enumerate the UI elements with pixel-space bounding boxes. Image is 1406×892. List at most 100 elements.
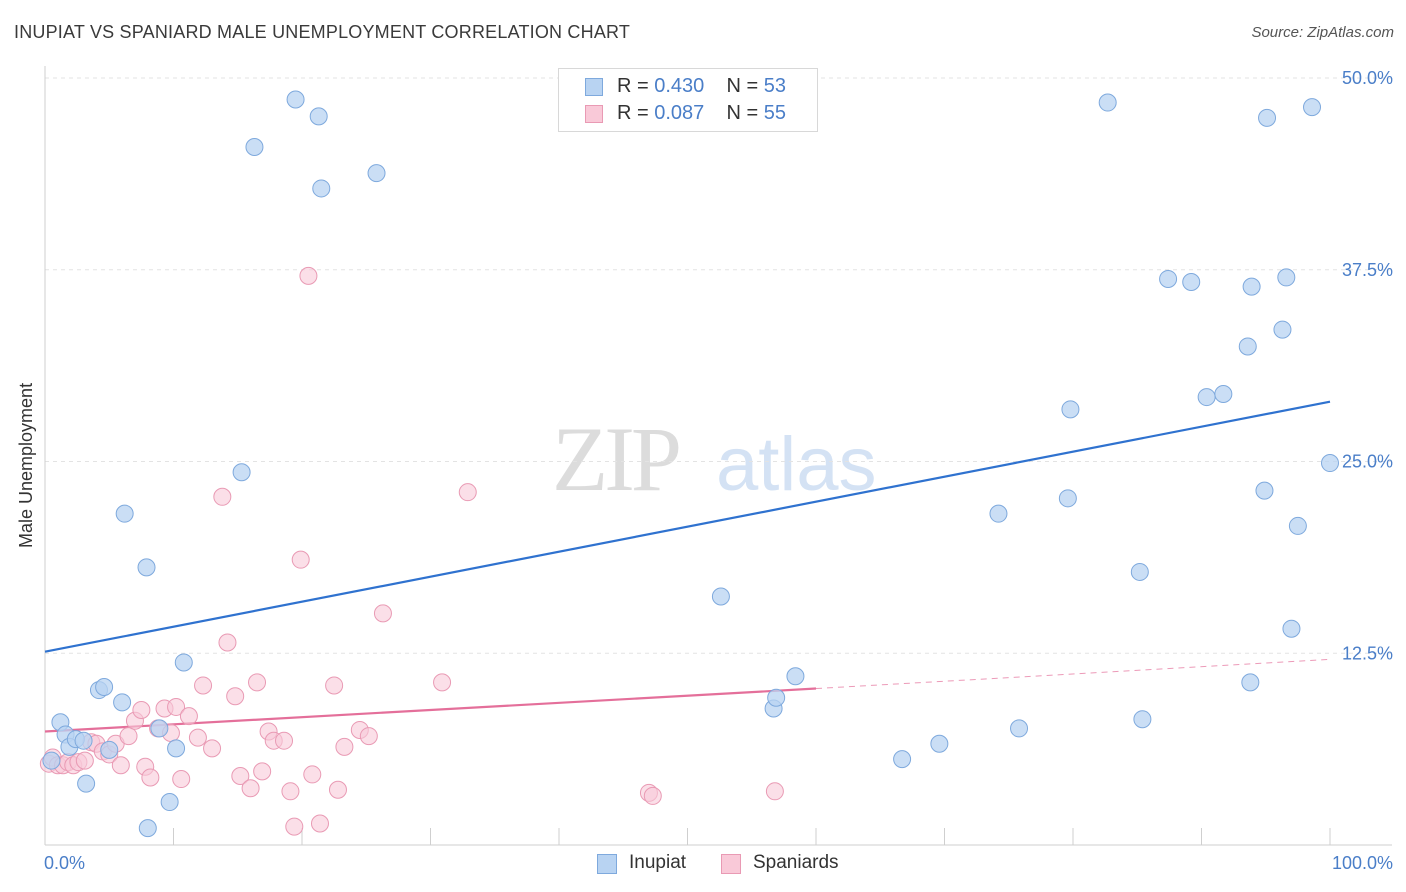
x-tick-label: 100.0% [1332, 853, 1393, 873]
inupiat-point [1255, 481, 1274, 500]
r-value: 0.087 [654, 102, 705, 124]
spaniards-point [299, 266, 318, 285]
stats-legend: R = 0.430 N = 53 R = 0.087 N = 55 [558, 68, 818, 132]
inupiat-point [1303, 98, 1322, 117]
inupiat-point [1133, 710, 1152, 729]
inupiat-point [115, 504, 134, 523]
inupiat-point [1282, 619, 1301, 638]
inupiat-point [312, 179, 331, 198]
r-label: R = [617, 75, 655, 97]
inupiat-point [1241, 673, 1260, 692]
chart-title: INUPIAT VS SPANIARD MALE UNEMPLOYMENT CO… [14, 22, 631, 42]
spaniards-point [359, 727, 378, 746]
spaniards-point [179, 707, 198, 726]
spaniards-point [111, 756, 130, 775]
spaniards-trend-line [44, 687, 817, 733]
y-tick-label: 50.0% [1342, 68, 1393, 88]
spaniards-point [310, 814, 329, 833]
spaniards-point [132, 701, 151, 720]
spaniards-point [275, 731, 294, 750]
inupiat-point [245, 138, 264, 157]
n-value: 53 [763, 75, 787, 97]
inupiat-point [232, 463, 251, 482]
spaniards-point [643, 786, 662, 805]
spaniards-point [241, 779, 260, 798]
spaniards-point [194, 676, 213, 695]
inupiat-point [77, 774, 96, 793]
spaniards-point [291, 550, 310, 569]
spaniards-point [119, 727, 138, 746]
inupiat-point [1258, 108, 1277, 127]
inupiat-point [1061, 400, 1080, 419]
watermark-zip: ZIP [552, 408, 679, 510]
spaniards-point [458, 483, 477, 502]
inupiat-point [137, 558, 156, 577]
spaniards-point [253, 762, 272, 781]
inupiat-point [1321, 454, 1339, 473]
legend-label: Spaniards [753, 852, 839, 873]
tick-labels: 12.5% 25.0% 37.5% 50.0% 0.0% 100.0% [44, 68, 1393, 873]
watermark: ZIP atlas [552, 408, 877, 510]
inupiat-point [1159, 269, 1178, 288]
spaniards-point [373, 604, 392, 623]
spaniards-point [328, 780, 347, 799]
spaniards-point [226, 687, 245, 706]
y-tick-label: 12.5% [1342, 643, 1393, 663]
spaniards-point [765, 782, 784, 801]
inupiat-point [309, 107, 328, 126]
spaniards-point [167, 697, 186, 716]
spaniards-point [281, 782, 300, 801]
inupiat-point [100, 740, 119, 759]
inupiat-point [1182, 273, 1201, 292]
spaniards-point [213, 487, 232, 506]
inupiat-point [1058, 489, 1077, 508]
inupiat-point [286, 90, 305, 109]
y-tick-label: 37.5% [1342, 260, 1393, 280]
inupiat-point [95, 677, 114, 696]
inupiat-point [893, 750, 912, 769]
inupiat-point [367, 164, 386, 183]
inupiat-point [1242, 277, 1261, 296]
spaniards-trend-extension [815, 658, 1331, 690]
spaniards-point [188, 728, 207, 747]
inupiat-point [786, 667, 805, 686]
inupiat-point [1238, 337, 1257, 356]
legend-label: Inupiat [629, 852, 687, 873]
n-label: N = [726, 102, 764, 124]
y-axis-label: Male Unemployment [16, 382, 36, 548]
spaniards-point [203, 739, 222, 758]
spaniards-point [75, 751, 94, 770]
inupiat-point [113, 693, 132, 712]
inupiat-point [1277, 268, 1296, 287]
inupiat-point [1130, 562, 1149, 581]
trend-lines [44, 400, 1331, 733]
inupiat-point [174, 653, 193, 672]
data-points [39, 90, 1339, 838]
inupiat-point [767, 688, 786, 707]
spaniards-point [248, 673, 267, 692]
watermark-atlas: atlas [716, 422, 877, 507]
pink-swatch-icon [585, 105, 603, 123]
x-tick-label: 0.0% [44, 853, 85, 873]
n-value: 55 [763, 102, 787, 124]
inupiat-trend-line [44, 400, 1331, 653]
inupiat-point [138, 819, 157, 838]
inupiat-point [1214, 385, 1233, 404]
inupiat-point [42, 751, 61, 770]
blue-swatch-icon [597, 854, 617, 874]
r-value: 0.430 [654, 75, 705, 97]
spaniards-point [141, 768, 160, 787]
spaniards-point [285, 817, 304, 836]
inupiat-point [711, 587, 730, 606]
spaniards-point [218, 633, 237, 652]
source-label: Source: ZipAtlas.com [1251, 24, 1394, 41]
spaniards-point [335, 737, 354, 756]
inupiat-point [150, 719, 169, 738]
r-label: R = [617, 102, 655, 124]
spaniards-point [325, 676, 344, 695]
series-inupiat [42, 90, 1339, 838]
y-tick-label: 25.0% [1342, 452, 1393, 472]
n-label: N = [726, 75, 764, 97]
inupiat-point [160, 793, 179, 812]
